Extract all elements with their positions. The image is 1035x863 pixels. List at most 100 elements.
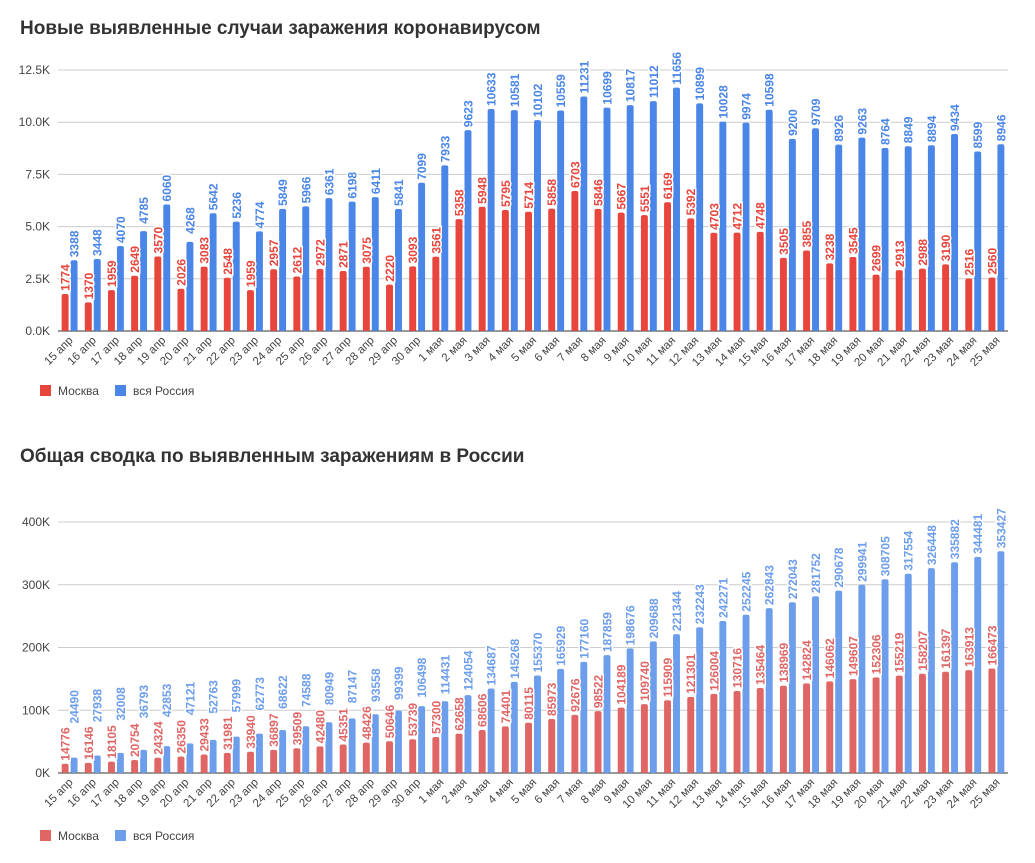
- data-label: 3083: [198, 237, 212, 264]
- bar-moscow: [571, 191, 579, 331]
- bar-moscow: [710, 232, 718, 331]
- bar-russia: [70, 260, 78, 331]
- bar-russia: [209, 739, 217, 773]
- bar-russia: [116, 246, 124, 331]
- bar-russia: [626, 105, 634, 331]
- data-label: 252245: [740, 571, 754, 611]
- data-label: 6361: [322, 168, 336, 195]
- data-label: 5841: [392, 179, 406, 206]
- data-label: 18105: [105, 725, 119, 759]
- bar-russia: [510, 681, 518, 773]
- data-label: 130716: [731, 648, 745, 688]
- bar-russia: [534, 120, 541, 331]
- data-label: 62773: [253, 677, 267, 711]
- data-label: 2988: [916, 239, 930, 266]
- data-label: 4703: [707, 203, 721, 230]
- bar-moscow: [872, 677, 880, 773]
- data-label: 1959: [244, 260, 258, 287]
- bar-moscow: [84, 762, 92, 773]
- data-label: 317554: [902, 530, 916, 570]
- data-label: 99399: [392, 666, 406, 700]
- data-label: 93558: [369, 668, 383, 702]
- bar-russia: [232, 736, 240, 773]
- data-label: 9434: [948, 104, 962, 131]
- bar-russia: [881, 579, 889, 773]
- bar-russia: [232, 221, 240, 331]
- data-label: 308705: [879, 536, 893, 576]
- bar-russia: [418, 182, 426, 331]
- bar-russia: [140, 231, 148, 331]
- data-label: 98522: [592, 674, 606, 708]
- data-label: 3093: [406, 236, 420, 263]
- data-label: 3238: [823, 233, 837, 260]
- bar-russia: [603, 655, 611, 773]
- bar-moscow: [594, 208, 602, 331]
- data-label: 2871: [337, 241, 351, 268]
- bar-russia: [279, 729, 287, 773]
- bar-moscow: [895, 270, 903, 331]
- bar-moscow: [918, 673, 926, 773]
- chart1-title: Новые выявленные случаи заражения корона…: [20, 18, 541, 39]
- bar-russia: [348, 718, 356, 773]
- bar-russia: [557, 110, 565, 331]
- legend-item-russia[interactable]: вся Россия: [114, 384, 195, 398]
- bar-russia: [696, 103, 704, 331]
- y-tick-label: 2.5K: [25, 272, 50, 286]
- data-label: 26350: [174, 720, 188, 754]
- x-tick-label: 4 мая: [486, 335, 516, 365]
- data-label: 4712: [731, 203, 745, 230]
- data-label: 92676: [568, 678, 582, 712]
- bar-moscow: [571, 714, 579, 773]
- bar-russia: [140, 749, 148, 773]
- bar-russia: [93, 755, 101, 773]
- bar-moscow: [293, 748, 301, 773]
- legend-swatch: [114, 830, 126, 841]
- data-label: 2972: [313, 239, 327, 266]
- legend-item-moscow[interactable]: Москва: [40, 829, 99, 843]
- data-label: 6198: [346, 172, 360, 199]
- bar-moscow: [362, 742, 370, 773]
- bar-russia: [812, 128, 819, 331]
- data-label: 138969: [777, 642, 791, 682]
- data-label: 3448: [91, 229, 105, 256]
- legend-item-moscow[interactable]: Москва: [40, 384, 99, 398]
- bar-moscow: [617, 707, 625, 773]
- bar-russia: [835, 590, 843, 773]
- legend-item-russia[interactable]: вся Россия: [114, 829, 194, 843]
- data-label: 2560: [985, 248, 999, 275]
- bar-russia: [997, 144, 1005, 331]
- bar-moscow: [687, 696, 695, 773]
- data-label: 2957: [267, 239, 281, 266]
- data-label: 3505: [777, 228, 791, 255]
- bar-moscow: [918, 268, 926, 331]
- bar-moscow: [478, 729, 486, 773]
- data-label: 8946: [994, 114, 1008, 141]
- data-label: 165929: [554, 626, 568, 666]
- data-label: 2026: [174, 259, 188, 286]
- bar-moscow: [664, 700, 672, 773]
- bar-russia: [974, 556, 982, 773]
- bar-moscow: [131, 759, 139, 773]
- data-label: 68606: [476, 693, 490, 727]
- data-label: 2913: [893, 240, 907, 267]
- bar-moscow: [779, 685, 787, 773]
- data-label: 57300: [429, 700, 443, 734]
- bar-moscow: [386, 741, 393, 773]
- x-tick-label: 8 мая: [579, 777, 609, 807]
- bar-moscow: [409, 739, 417, 773]
- bar-moscow: [61, 763, 69, 773]
- bar-moscow: [988, 668, 996, 773]
- bar-russia: [93, 259, 101, 331]
- x-tick-label: 6 мая: [533, 777, 563, 807]
- data-label: 114431: [438, 655, 452, 695]
- bar-russia: [719, 620, 727, 773]
- data-label: 11231: [577, 60, 591, 93]
- data-label: 126004: [707, 651, 721, 691]
- bar-moscow: [386, 284, 393, 331]
- x-tick-label: 8 мая: [579, 335, 609, 365]
- data-label: 47121: [183, 681, 197, 715]
- bar-moscow: [107, 290, 115, 331]
- data-label: 10633: [485, 72, 499, 106]
- legend-label: вся Россия: [132, 384, 195, 398]
- x-tick-label: 5 мая: [509, 777, 539, 807]
